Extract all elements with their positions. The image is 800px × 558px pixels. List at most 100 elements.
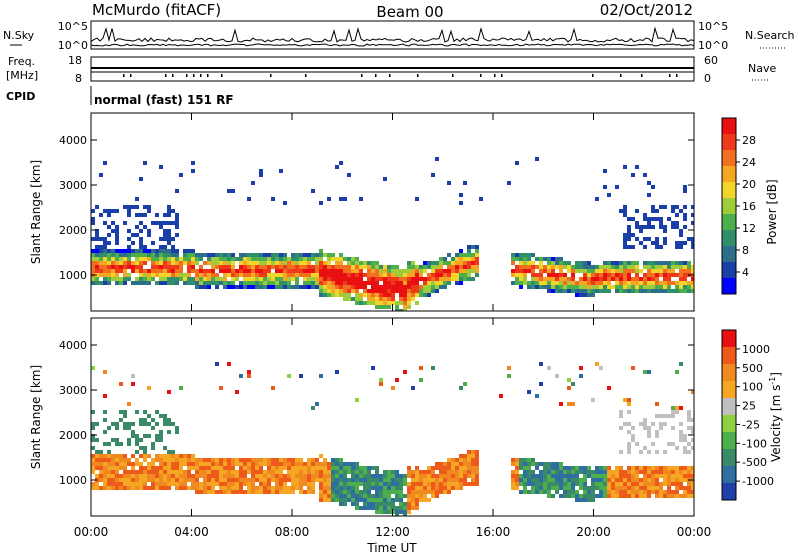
heatmap-cell bbox=[95, 269, 99, 273]
heatmap-cell bbox=[587, 269, 591, 273]
heatmap-cell bbox=[187, 253, 191, 257]
heatmap-cell bbox=[675, 265, 679, 269]
heatmap-cell bbox=[435, 490, 439, 494]
heatmap-cell bbox=[547, 490, 551, 494]
heatmap-cell bbox=[583, 293, 587, 297]
heatmap-cell bbox=[607, 470, 611, 474]
heatmap-cell bbox=[163, 249, 167, 253]
heatmap-cell bbox=[187, 478, 191, 482]
heatmap-cell bbox=[259, 285, 263, 289]
heatmap-cell bbox=[103, 470, 107, 474]
heatmap-cell bbox=[335, 285, 339, 289]
heatmap-cell bbox=[339, 462, 343, 466]
heatmap-cell bbox=[651, 285, 655, 289]
heatmap-cell bbox=[675, 486, 679, 490]
heatmap-cell bbox=[219, 281, 223, 285]
heatmap-cell bbox=[571, 466, 575, 470]
heatmap-cell bbox=[159, 458, 163, 462]
heatmap-cell bbox=[375, 261, 379, 265]
heatmap-cell bbox=[471, 474, 475, 478]
heatmap-cell bbox=[415, 490, 419, 494]
heatmap-cell bbox=[607, 277, 611, 281]
heatmap-cell bbox=[467, 277, 471, 281]
heatmap-cell bbox=[411, 293, 415, 297]
heatmap-cell bbox=[211, 474, 215, 478]
heatmap-cell bbox=[439, 285, 443, 289]
heatmap-cell bbox=[195, 458, 199, 462]
heatmap-cell bbox=[383, 273, 387, 277]
heatmap-cell bbox=[175, 233, 179, 237]
heatmap-cell bbox=[335, 261, 339, 265]
heatmap-cell bbox=[683, 205, 687, 209]
heatmap-cell bbox=[595, 482, 599, 486]
heatmap-cell bbox=[119, 462, 123, 466]
heatmap-cell bbox=[315, 474, 319, 478]
heatmap-cell bbox=[355, 273, 359, 277]
heatmap-cell bbox=[131, 253, 135, 257]
heatmap-cell bbox=[623, 241, 627, 245]
heatmap-cell bbox=[231, 273, 235, 277]
heatmap-cell bbox=[619, 269, 623, 273]
heatmap-cell bbox=[195, 269, 199, 273]
heatmap-cell bbox=[555, 374, 559, 378]
heatmap-cell bbox=[615, 474, 619, 478]
heatmap-cell bbox=[643, 289, 647, 293]
colorbar-segment bbox=[722, 246, 736, 263]
heatmap-cell bbox=[403, 514, 407, 516]
heatmap-cell bbox=[291, 285, 295, 289]
heatmap-cell bbox=[419, 273, 423, 277]
heatmap-cell bbox=[459, 470, 463, 474]
heatmap-cell bbox=[243, 269, 247, 273]
heatmap-cell bbox=[159, 434, 163, 438]
heatmap-cell bbox=[303, 261, 307, 265]
heatmap-cell bbox=[115, 466, 119, 470]
heatmap-cell bbox=[283, 285, 287, 289]
heatmap-cell bbox=[619, 273, 623, 277]
heatmap-cell bbox=[147, 386, 151, 390]
heatmap-cell bbox=[555, 273, 559, 277]
heatmap-cell bbox=[471, 462, 475, 466]
heatmap-cell bbox=[683, 470, 687, 474]
heatmap-cell bbox=[115, 253, 119, 257]
heatmap-cell bbox=[587, 265, 591, 269]
heatmap-cell bbox=[535, 257, 539, 261]
heatmap-cell bbox=[303, 269, 307, 273]
heatmap-cell bbox=[431, 261, 435, 265]
heatmap-cell bbox=[139, 237, 143, 241]
heatmap-cell bbox=[415, 281, 419, 285]
heatmap-cell bbox=[359, 269, 363, 273]
heatmap-cell bbox=[691, 277, 694, 281]
heatmap-cell bbox=[679, 478, 683, 482]
heatmap-cell bbox=[587, 293, 591, 297]
heatmap-cell bbox=[571, 494, 575, 498]
heatmap-cell bbox=[579, 293, 583, 297]
heatmap-cell bbox=[607, 494, 611, 498]
heatmap-cell bbox=[131, 281, 135, 285]
heatmap-cell bbox=[555, 478, 559, 482]
heatmap-cell bbox=[651, 466, 655, 470]
heatmap-cell bbox=[379, 506, 383, 510]
heatmap-cell bbox=[687, 269, 691, 273]
heatmap-cell bbox=[651, 486, 655, 490]
heatmap-cell bbox=[415, 273, 419, 277]
heatmap-cell bbox=[135, 410, 139, 414]
heatmap-cell bbox=[659, 221, 663, 225]
heatmap-cell bbox=[371, 482, 375, 486]
heatmap-cell bbox=[215, 257, 219, 261]
heatmap-cell bbox=[511, 281, 515, 285]
heatmap-cell bbox=[427, 470, 431, 474]
heatmap-cell bbox=[227, 478, 231, 482]
heatmap-cell bbox=[251, 482, 255, 486]
heatmap-cell bbox=[367, 482, 371, 486]
heatmap-cell bbox=[567, 269, 571, 273]
heatmap-cell bbox=[679, 466, 683, 470]
heatmap-cell bbox=[331, 265, 335, 269]
heatmap-cell bbox=[411, 281, 415, 285]
heatmap-cell bbox=[295, 269, 299, 273]
heatmap-cell bbox=[167, 253, 171, 257]
heatmap-cell bbox=[147, 414, 151, 418]
heatmap-cell bbox=[195, 277, 199, 281]
heatmap-cell bbox=[571, 402, 575, 406]
heatmap-cell bbox=[115, 486, 119, 490]
heatmap-cell bbox=[151, 446, 155, 450]
